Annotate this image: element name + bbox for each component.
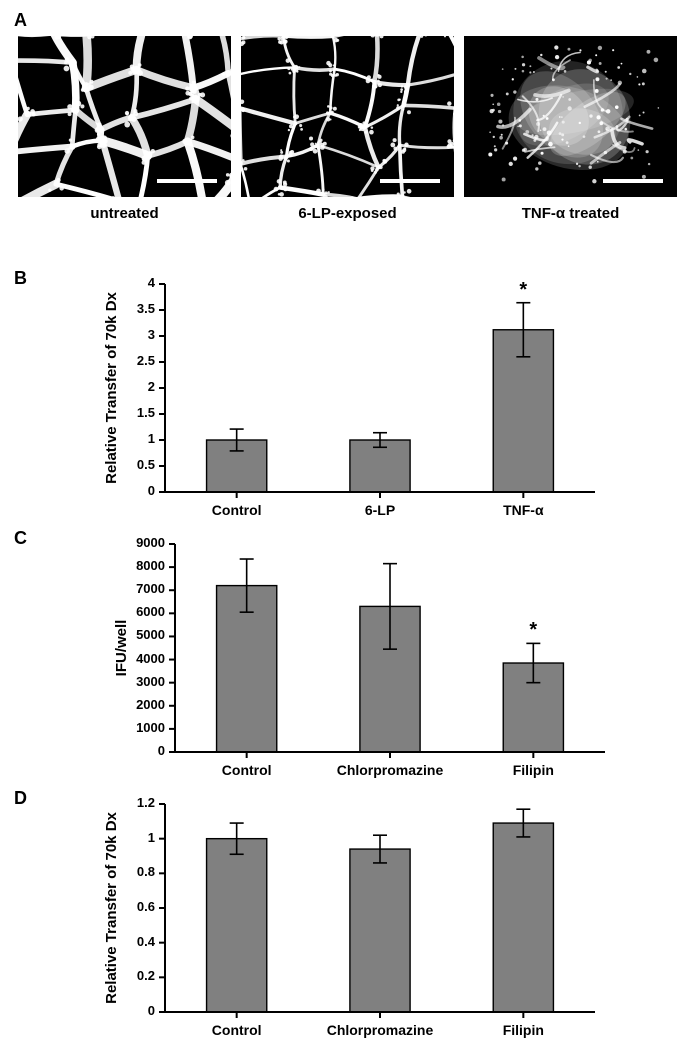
- tnfa-treated-micrograph: [464, 36, 677, 197]
- xtick-label: Filipin: [462, 762, 605, 778]
- 6lp-exposed-micrograph: [241, 36, 454, 197]
- xtick-label: Control: [165, 502, 308, 518]
- panel-label-b: B: [14, 268, 27, 289]
- y-axis-label: Relative Transfer of 70k Dx: [103, 284, 120, 492]
- tnfa-treated-micrograph-caption: TNF-α treated: [464, 205, 677, 222]
- xtick-label: Chlorpromazine: [308, 1022, 451, 1038]
- untreated-micrograph: [18, 36, 231, 197]
- y-axis-label: Relative Transfer of 70k Dx: [103, 804, 120, 1012]
- panelB-chart: [165, 284, 595, 492]
- bar-1: [350, 849, 410, 1012]
- y-axis-label: IFU/well: [113, 544, 130, 752]
- xtick-label: Filipin: [452, 1022, 595, 1038]
- panelD-chart: [165, 804, 595, 1012]
- xtick-label: Control: [175, 762, 318, 778]
- panel-label-d: D: [14, 788, 27, 809]
- xtick-label: Control: [165, 1022, 308, 1038]
- panel-a-image-row: [18, 36, 677, 197]
- scale-bar: [157, 179, 217, 183]
- xtick-label: TNF-α: [452, 502, 595, 518]
- panel-label-c: C: [14, 528, 27, 549]
- scale-bar: [603, 179, 663, 183]
- 6lp-exposed-micrograph-caption: 6-LP-exposed: [241, 205, 454, 222]
- panel-label-a: A: [14, 10, 27, 31]
- significance-star: *: [529, 619, 537, 642]
- significance-star: *: [519, 279, 527, 302]
- untreated-micrograph-caption: untreated: [18, 205, 231, 222]
- panelC-chart: [175, 544, 605, 752]
- scale-bar: [380, 179, 440, 183]
- xtick-label: Chlorpromazine: [318, 762, 461, 778]
- bar-2: [493, 823, 553, 1012]
- xtick-label: 6-LP: [308, 502, 451, 518]
- bar-0: [207, 839, 267, 1012]
